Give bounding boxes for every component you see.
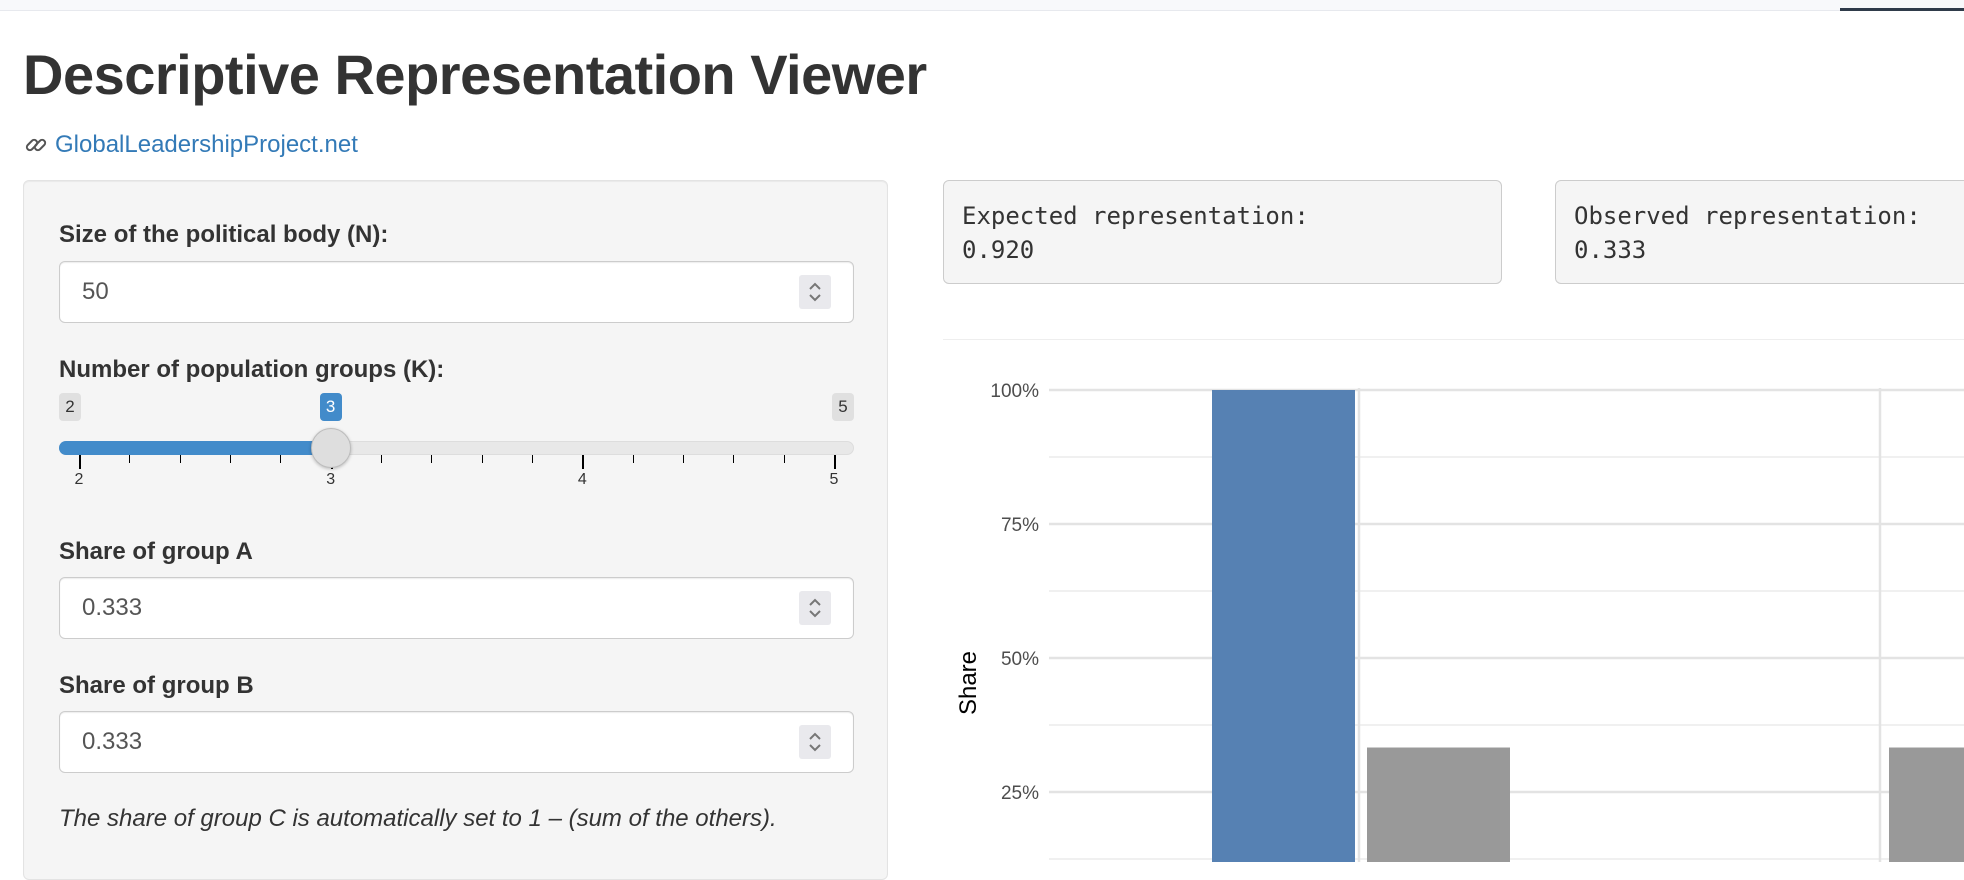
share-bar-chart: Share 25% 50% 75% 100%	[955, 381, 1964, 862]
spinner-chevrons-icon	[809, 282, 821, 302]
k-label: Number of population groups (K):	[59, 356, 445, 383]
observed-representation-box: Observed representation: 0.333	[1555, 180, 1964, 284]
slider-minor-tick	[129, 455, 131, 463]
section-divider	[943, 339, 1964, 340]
site-link[interactable]: GlobalLeadershipProject.net	[55, 131, 358, 158]
share-a-input[interactable]: 0.333	[59, 577, 854, 639]
slider-minor-tick	[431, 455, 433, 463]
page-title: Descriptive Representation Viewer	[23, 43, 927, 106]
share-a-label: Share of group A	[59, 538, 253, 565]
help-text: The share of group C is automatically se…	[59, 805, 777, 832]
slider-major-tick	[834, 455, 836, 469]
site-link-row: GlobalLeadershipProject.net	[23, 128, 358, 162]
expected-value: 0.920	[962, 236, 1035, 264]
chart-bar	[1889, 747, 1964, 862]
y-tick-label: 25%	[1001, 783, 1039, 804]
n-input-value: 50	[82, 278, 109, 305]
slider-minor-tick	[783, 455, 785, 463]
n-label: Size of the political body (N):	[59, 221, 389, 248]
y-tick-label: 75%	[1001, 515, 1039, 536]
spinner-chevrons-icon	[809, 598, 821, 618]
slider-minor-tick	[632, 455, 634, 463]
expected-label: Expected representation:	[962, 202, 1309, 230]
chart-bar	[1367, 747, 1510, 862]
k-slider-ticks: 2 3 4 5	[59, 455, 854, 505]
share-b-input[interactable]: 0.333	[59, 711, 854, 773]
slider-minor-tick	[733, 455, 735, 463]
share-a-input-value: 0.333	[82, 594, 143, 621]
k-slider-handle[interactable]	[310, 428, 351, 468]
k-slider-min-label: 2	[59, 393, 81, 421]
k-slider-value-label: 3	[319, 393, 342, 421]
share-b-spinner[interactable]	[799, 725, 831, 759]
n-input[interactable]: 50	[59, 261, 854, 323]
slider-minor-tick	[481, 455, 483, 463]
k-slider-max-label: 5	[832, 393, 854, 421]
slider-minor-tick	[280, 455, 282, 463]
slider-tick-label: 5	[829, 471, 839, 488]
spinner-chevrons-icon	[809, 732, 821, 752]
y-tick-label: 100%	[990, 381, 1039, 402]
slider-minor-tick	[179, 455, 181, 463]
observed-label: Observed representation:	[1574, 202, 1921, 230]
expected-representation-box: Expected representation: 0.920	[943, 180, 1502, 284]
share-b-input-value: 0.333	[82, 728, 143, 755]
observed-value: 0.333	[1574, 236, 1647, 264]
top-navbar	[0, 0, 1964, 11]
slider-minor-tick	[532, 455, 533, 463]
slider-tick-label: 2	[74, 471, 84, 488]
slider-minor-tick	[683, 455, 684, 463]
n-spinner[interactable]	[799, 275, 831, 309]
share-b-label: Share of group B	[59, 672, 254, 699]
slider-tick-label: 4	[577, 471, 587, 488]
link-icon	[25, 138, 47, 152]
k-slider-fill	[59, 441, 331, 455]
slider-major-tick	[582, 455, 585, 469]
slider-tick-label: 3	[326, 471, 336, 488]
k-slider[interactable]: 2 5 3 2 3 4 5	[59, 393, 854, 503]
y-axis-label: Share	[955, 651, 982, 715]
chart-bar	[1212, 390, 1355, 862]
active-tab-indicator[interactable]	[1840, 8, 1964, 11]
share-a-spinner[interactable]	[799, 591, 831, 625]
slider-major-tick	[79, 455, 81, 469]
controls-panel: Size of the political body (N): 50 Numbe…	[23, 180, 888, 880]
slider-minor-tick	[381, 455, 382, 463]
y-tick-label: 50%	[1001, 649, 1039, 670]
slider-minor-tick	[230, 455, 231, 463]
